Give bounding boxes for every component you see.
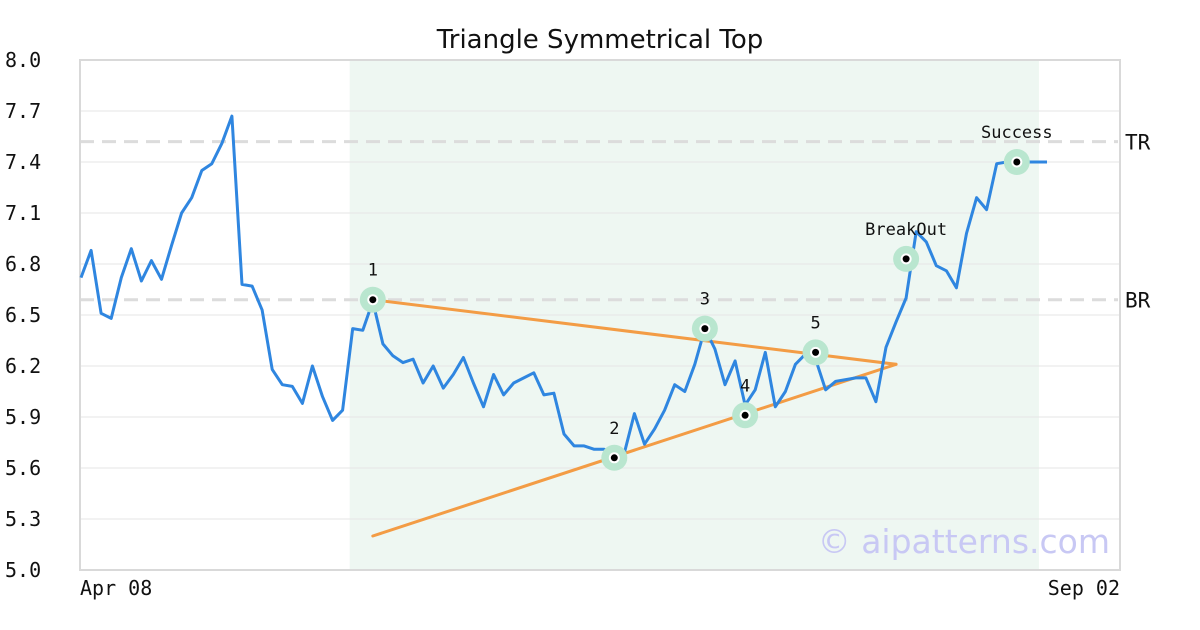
- marker-dot-3: [701, 325, 709, 333]
- level-label-br: BR: [1125, 289, 1151, 313]
- annotation-label-4: 4: [740, 376, 750, 396]
- y-tick-label: 5.3: [5, 507, 41, 531]
- y-tick-label: 7.4: [5, 150, 41, 174]
- marker-dot-2: [610, 454, 618, 462]
- y-tick-label: 8.0: [5, 48, 41, 72]
- y-tick-label: 5.9: [5, 405, 41, 429]
- level-label-tr: TR: [1125, 131, 1151, 155]
- y-tick-label: 5.6: [5, 456, 41, 480]
- plot-frame: [79, 59, 1121, 571]
- lower-trendline: [371, 362, 898, 538]
- y-tick-label: 6.8: [5, 252, 41, 276]
- x-tick-label: Sep 02: [1048, 576, 1120, 600]
- x-tick-label: Apr 08: [80, 576, 152, 600]
- annotation-label-success: Success: [981, 123, 1053, 143]
- marker-dot-1: [369, 296, 377, 304]
- y-tick-label: 5.0: [5, 558, 41, 582]
- price-line: [79, 114, 1047, 456]
- y-tick-label: 7.7: [5, 99, 41, 123]
- marker-dot-5: [812, 348, 820, 356]
- marker-dot-breakout: [902, 255, 910, 263]
- chart-title: Triangle Symmetrical Top: [436, 25, 764, 55]
- marker-dot-success: [1013, 158, 1021, 166]
- y-tick-label: 7.1: [5, 201, 41, 225]
- y-tick-label: 6.2: [5, 354, 41, 378]
- annotation-label-2: 2: [609, 419, 619, 439]
- annotation-label-3: 3: [700, 290, 710, 310]
- annotation-label-1: 1: [368, 261, 378, 281]
- watermark-text: © aipatterns.com: [818, 522, 1110, 561]
- annotation-label-breakout: BreakOut: [865, 220, 947, 240]
- annotation-label-5: 5: [810, 313, 820, 333]
- marker-dot-4: [741, 411, 749, 419]
- y-tick-label: 6.5: [5, 303, 41, 327]
